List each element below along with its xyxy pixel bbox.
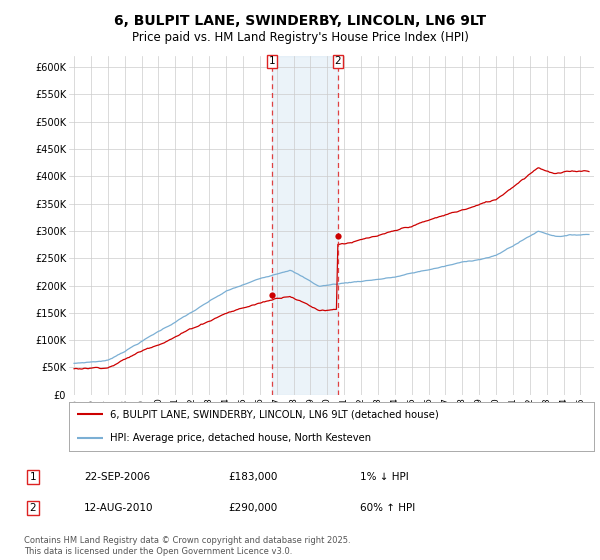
Text: Contains HM Land Registry data © Crown copyright and database right 2025.
This d: Contains HM Land Registry data © Crown c… [24, 536, 350, 556]
Text: 2: 2 [29, 503, 37, 513]
Text: 1: 1 [269, 57, 275, 67]
Text: 1: 1 [29, 472, 37, 482]
Text: 6, BULPIT LANE, SWINDERBY, LINCOLN, LN6 9LT: 6, BULPIT LANE, SWINDERBY, LINCOLN, LN6 … [114, 14, 486, 28]
Text: HPI: Average price, detached house, North Kesteven: HPI: Average price, detached house, Nort… [110, 433, 371, 443]
Text: 12-AUG-2010: 12-AUG-2010 [84, 503, 154, 513]
Text: £290,000: £290,000 [228, 503, 277, 513]
Text: 22-SEP-2006: 22-SEP-2006 [84, 472, 150, 482]
Bar [272, 56, 338, 395]
Text: 1% ↓ HPI: 1% ↓ HPI [360, 472, 409, 482]
Text: 6, BULPIT LANE, SWINDERBY, LINCOLN, LN6 9LT (detached house): 6, BULPIT LANE, SWINDERBY, LINCOLN, LN6 … [110, 409, 439, 419]
Text: 2: 2 [334, 57, 341, 67]
Text: £183,000: £183,000 [228, 472, 277, 482]
Text: Price paid vs. HM Land Registry's House Price Index (HPI): Price paid vs. HM Land Registry's House … [131, 31, 469, 44]
Text: 60% ↑ HPI: 60% ↑ HPI [360, 503, 415, 513]
